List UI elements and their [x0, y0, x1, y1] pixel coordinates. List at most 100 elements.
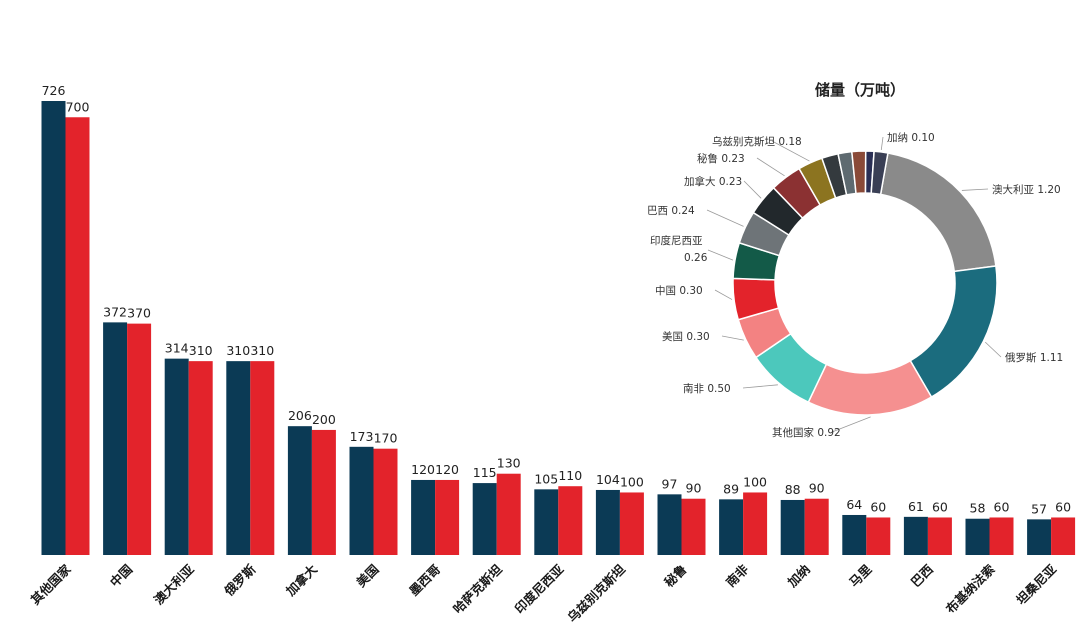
donut-leader-line-8 — [743, 180, 762, 199]
bar-1-14 — [903, 516, 928, 555]
bar-value-label-2-14: 60 — [932, 499, 948, 514]
donut-leader-line-7 — [706, 209, 744, 227]
bar-value-label-1-6: 120 — [411, 462, 435, 477]
category-label-2: 澳大利亚 — [151, 561, 197, 607]
bar-value-label-2-1: 370 — [127, 306, 151, 321]
donut-label-2: 其他国家 0.92 — [772, 426, 841, 439]
category-label-14: 巴西 — [908, 562, 936, 590]
bar-2-5 — [373, 448, 398, 555]
donut-value-6: 0.26 — [684, 252, 708, 264]
bar-value-label-2-9: 100 — [620, 474, 644, 489]
bar-2-1 — [127, 323, 152, 555]
bar-2-8 — [558, 486, 583, 555]
category-label-5: 美国 — [353, 562, 381, 590]
donut-leader-line-10 — [771, 140, 810, 162]
donut-slice-0 — [879, 152, 997, 273]
bar-value-label-2-11: 100 — [743, 474, 767, 489]
donut-label-7: 巴西 0.24 — [647, 205, 695, 217]
category-label-8: 印度尼西亚 — [512, 561, 567, 616]
bar-value-label-2-2: 310 — [189, 343, 213, 358]
bar-value-label-1-13: 64 — [846, 497, 862, 512]
category-label-1: 中国 — [107, 562, 135, 590]
bar-1-2 — [164, 358, 189, 555]
bar-1-13 — [842, 514, 867, 555]
bar-value-label-1-2: 314 — [165, 341, 189, 356]
bar-1-10 — [657, 494, 682, 555]
bar-2-15 — [989, 517, 1014, 555]
bar-value-label-2-10: 90 — [686, 481, 702, 496]
bar-1-4 — [287, 426, 312, 555]
bar-1-0 — [41, 101, 66, 555]
bar-2-10 — [681, 498, 706, 555]
donut-label-9: 秘鲁 0.23 — [697, 152, 745, 165]
donut-leader-line-9 — [756, 157, 785, 177]
donut-slice-2 — [807, 359, 933, 416]
bar-1-15 — [965, 518, 990, 555]
bar-2-0 — [65, 117, 90, 555]
donut-label-4: 美国 0.30 — [662, 330, 710, 343]
bar-1-11 — [719, 499, 744, 555]
donut-leader-line-6 — [707, 249, 734, 261]
bar-1-3 — [226, 361, 251, 555]
bar-1-9 — [595, 489, 620, 555]
bar-value-label-1-10: 97 — [662, 476, 678, 491]
category-label-12: 加纳 — [784, 562, 813, 591]
category-label-15: 布基纳法索 — [943, 561, 998, 616]
bar-value-label-1-16: 57 — [1031, 501, 1047, 516]
bar-value-label-1-15: 58 — [970, 501, 986, 516]
category-label-9: 乌兹别克斯坦 — [564, 561, 628, 622]
bar-value-label-1-0: 726 — [42, 83, 66, 98]
bar-value-label-1-1: 372 — [103, 304, 127, 319]
bar-value-label-1-4: 206 — [288, 408, 312, 423]
bar-2-7 — [496, 473, 521, 555]
bar-value-label-2-6: 120 — [435, 462, 459, 477]
bar-1-5 — [349, 446, 374, 555]
bar-2-2 — [188, 361, 213, 555]
category-label-4: 加拿大 — [282, 561, 320, 599]
bar-value-label-2-3: 310 — [250, 343, 274, 358]
category-label-10: 秘鲁 — [661, 562, 689, 590]
donut-label-8: 加拿大 0.23 — [684, 175, 742, 188]
bar-value-label-1-12: 88 — [785, 482, 801, 497]
bar-value-label-2-5: 170 — [374, 431, 398, 446]
bar-value-label-1-11: 89 — [723, 481, 739, 496]
donut-label-3: 南非 0.50 — [683, 382, 731, 395]
category-label-7: 哈萨克斯坦 — [450, 561, 505, 616]
bar-1-8 — [534, 489, 559, 555]
bar-value-label-2-15: 60 — [994, 499, 1010, 514]
bar-2-13 — [866, 517, 891, 555]
bar-1-16 — [1027, 519, 1052, 555]
bar-2-4 — [311, 429, 336, 555]
bar-2-16 — [1051, 517, 1076, 555]
category-label-11: 南非 — [723, 561, 752, 590]
category-label-13: 马里 — [846, 561, 875, 590]
bar-value-label-2-4: 200 — [312, 412, 336, 427]
donut-label-6: 印度尼西亚 — [650, 234, 703, 247]
bar-2-3 — [250, 361, 275, 555]
donut-leader-line-0 — [961, 188, 989, 191]
category-label-3: 俄罗斯 — [221, 561, 259, 599]
bar-1-6 — [411, 479, 436, 555]
donut-label-15: 加纳 0.10 — [887, 131, 935, 144]
bar-2-14 — [927, 517, 952, 555]
bar-1-12 — [780, 499, 805, 555]
bar-value-label-2-12: 90 — [809, 481, 825, 496]
donut-title: 储量（万吨） — [815, 81, 905, 99]
bar-value-label-2-7: 130 — [497, 456, 521, 471]
donut-label-0: 澳大利亚 1.20 — [992, 183, 1061, 196]
donut-label-5: 中国 0.30 — [655, 284, 703, 297]
bar-value-label-1-5: 173 — [350, 429, 374, 444]
bar-value-label-2-13: 60 — [870, 499, 886, 514]
donut-leader-line-5 — [714, 289, 733, 300]
bar-2-11 — [743, 492, 768, 555]
bar-value-label-1-8: 105 — [534, 471, 558, 486]
donut-leader-line-2 — [831, 416, 871, 433]
category-label-6: 墨西哥 — [406, 561, 443, 598]
category-label-0: 其他国家 — [28, 561, 74, 607]
bar-value-label-2-16: 60 — [1055, 499, 1071, 514]
bar-2-6 — [435, 479, 460, 555]
donut-slice-15 — [870, 150, 889, 196]
donut-leader-line-4 — [721, 335, 744, 341]
bar-value-label-1-14: 61 — [908, 499, 924, 514]
